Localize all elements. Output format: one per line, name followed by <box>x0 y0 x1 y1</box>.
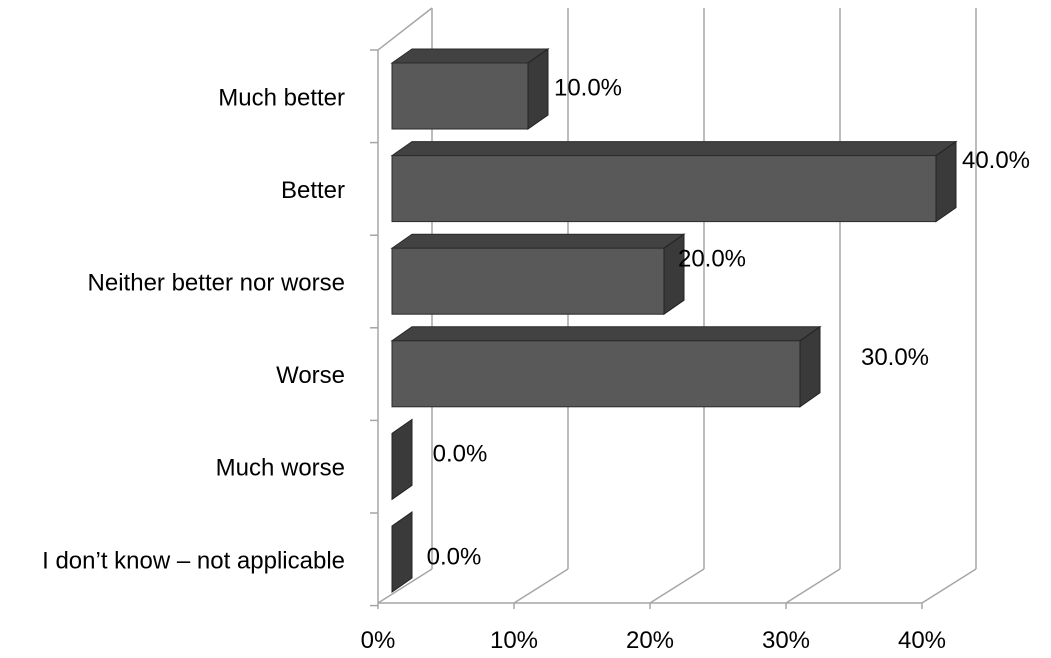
category-label: Better <box>281 177 345 204</box>
data-label: 0.0% <box>433 441 488 468</box>
bar-side <box>391 418 413 501</box>
bar-side <box>527 48 549 130</box>
bar-top <box>390 141 958 157</box>
category-label: Neither better nor worse <box>88 270 345 297</box>
bar <box>391 62 529 130</box>
bar-side <box>663 233 685 316</box>
category-label: Much worse <box>216 455 345 482</box>
floor-line <box>377 568 433 604</box>
data-label: 30.0% <box>861 344 929 371</box>
bars-layer <box>390 48 958 593</box>
floor-line <box>513 568 569 604</box>
bar-top <box>390 326 822 342</box>
category-label: I don’t know – not applicable <box>42 547 345 574</box>
bar <box>391 247 665 315</box>
x-tick-label: 0% <box>361 627 396 654</box>
bar <box>391 155 937 223</box>
x-tick-label: 30% <box>762 627 810 654</box>
bar-top <box>390 233 686 249</box>
x-tick-label: 20% <box>626 627 674 654</box>
bar-top <box>390 48 550 64</box>
data-label: 10.0% <box>554 74 622 101</box>
bar-side <box>391 511 413 593</box>
x-tick-label: 10% <box>490 627 538 654</box>
labels-layer: 0% 10% 20% 30% 40% Much better 10.0% Better 40.0… <box>42 74 1030 654</box>
floor-line <box>785 568 841 604</box>
wall-top-edge <box>377 7 433 51</box>
floor-line <box>921 568 977 604</box>
category-label: Much better <box>218 84 345 111</box>
floor-line <box>649 568 705 604</box>
data-label: 0.0% <box>427 543 482 570</box>
x-tick-label: 40% <box>898 627 946 654</box>
data-label: 20.0% <box>678 246 746 273</box>
category-label: Worse <box>276 362 345 389</box>
bar-side <box>799 325 821 408</box>
data-label: 40.0% <box>962 147 1030 174</box>
bar <box>391 340 801 408</box>
bar-side <box>935 140 957 223</box>
